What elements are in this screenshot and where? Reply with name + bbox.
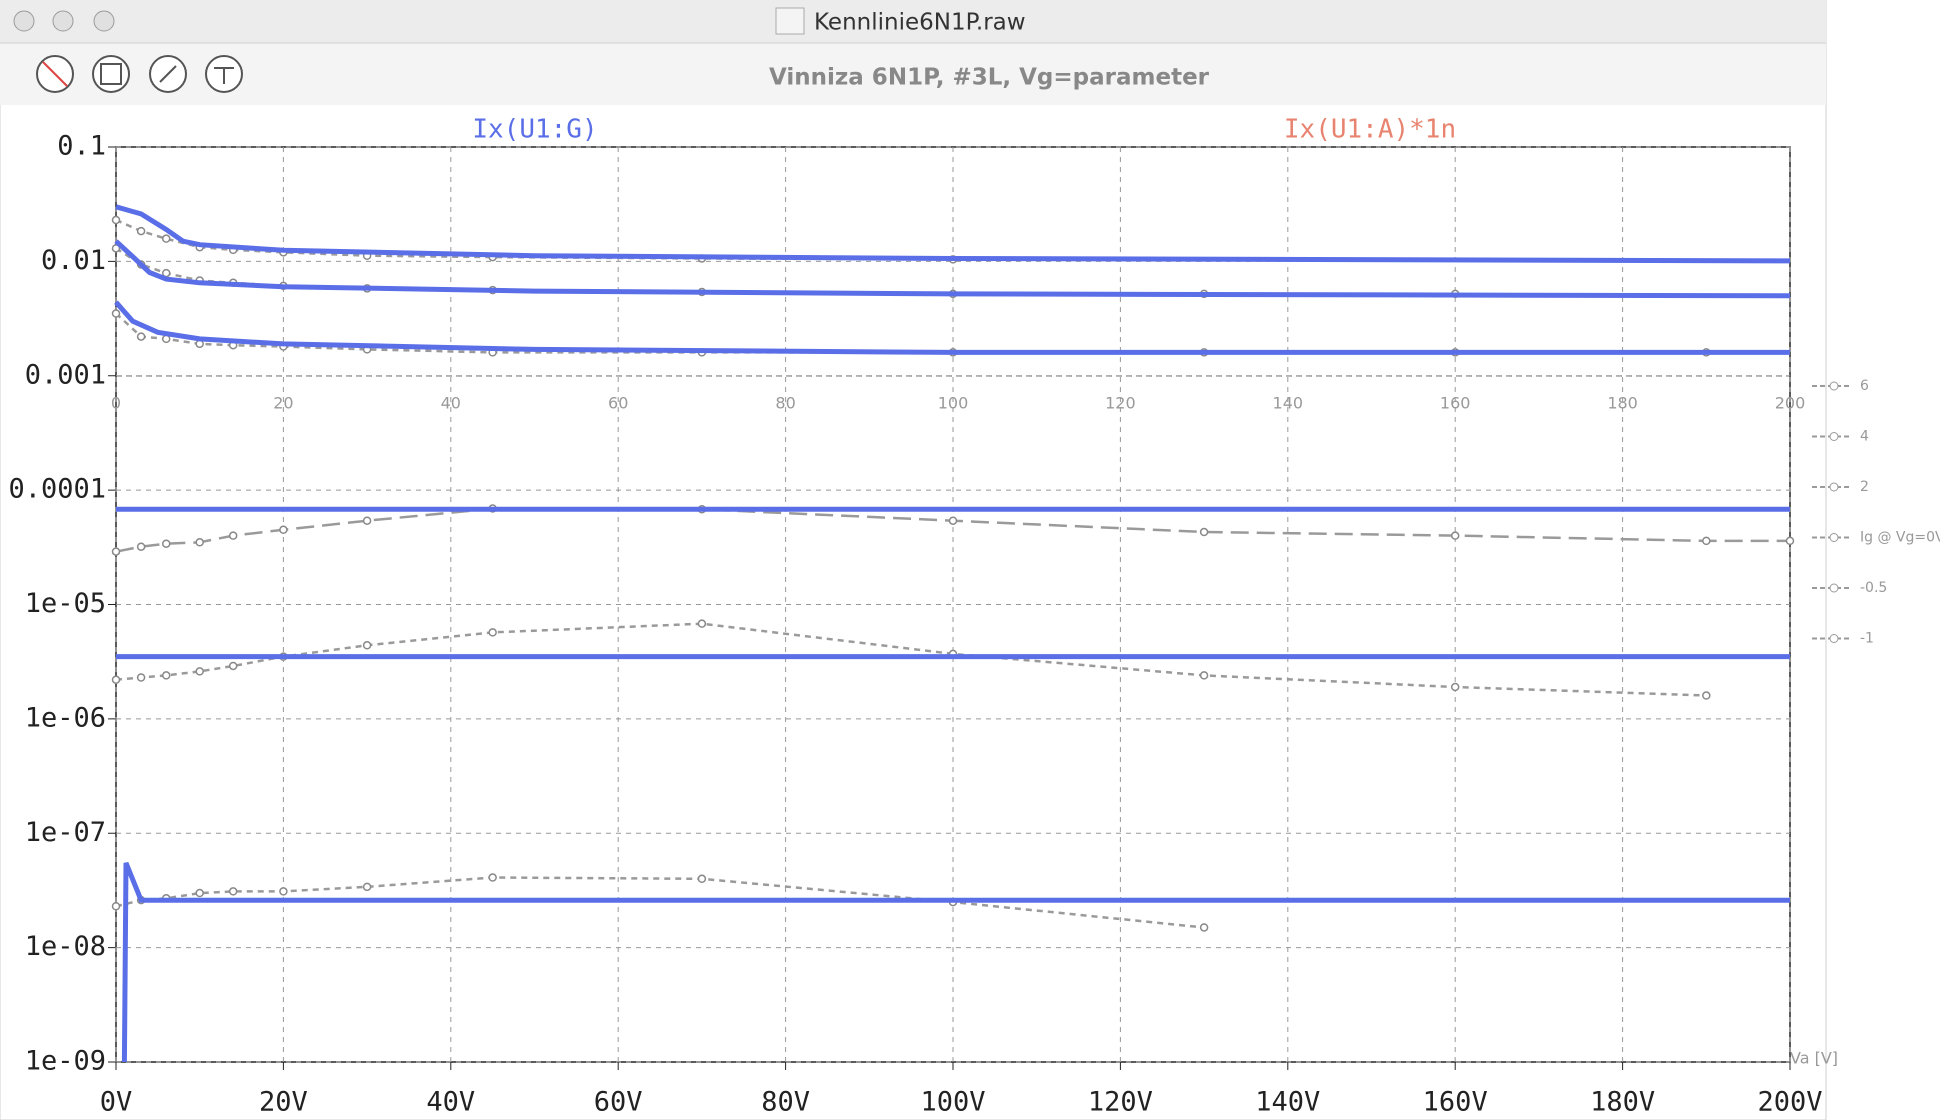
overlay-point bbox=[1199, 671, 1209, 680]
overlay-point bbox=[1450, 531, 1460, 540]
overlay-point bbox=[111, 215, 121, 225]
x-tick-label: 60V bbox=[594, 1087, 643, 1118]
overlay-point bbox=[279, 525, 288, 535]
file-icon bbox=[775, 7, 805, 35]
y-tick-label: 0.01 bbox=[41, 245, 106, 276]
overlay-point bbox=[111, 675, 121, 684]
window-title: Kennlinie6N1P.raw bbox=[814, 10, 1026, 36]
close-button[interactable] bbox=[13, 10, 35, 32]
overlay-point bbox=[1702, 536, 1711, 546]
overlay-point bbox=[488, 628, 497, 637]
zoom-fit-tool[interactable] bbox=[92, 55, 130, 93]
overlay-tick-label: 100 bbox=[938, 394, 969, 413]
overlay-point bbox=[228, 531, 238, 540]
minimize-button[interactable] bbox=[52, 10, 74, 32]
overlay-point bbox=[136, 226, 146, 236]
overlay-tick-label: 160 bbox=[1440, 394, 1471, 413]
overlay-legend-label: Ig @ Vg=0V bbox=[1860, 530, 1940, 546]
overlay-legend-marker bbox=[1829, 583, 1839, 593]
overlay-tick-label: 40 bbox=[441, 394, 461, 413]
overlay-legend-marker bbox=[1829, 482, 1839, 492]
overlay-tick-label: 20 bbox=[273, 394, 293, 413]
y-tick-label: 0.0001 bbox=[8, 474, 106, 505]
overlay-point bbox=[136, 673, 146, 682]
trace-label: Ix(U1:A)*1n bbox=[1284, 115, 1456, 145]
overlay-point bbox=[1199, 527, 1209, 537]
zoom-button[interactable] bbox=[93, 10, 115, 32]
y-tick-label: 0.001 bbox=[25, 359, 106, 390]
overlay-axis-label: Va [V] bbox=[1790, 1049, 1838, 1068]
overlay-legend-marker bbox=[1829, 533, 1839, 542]
overlay-point bbox=[111, 309, 121, 318]
overlay-tick-label: 0 bbox=[111, 394, 121, 413]
overlay-point bbox=[111, 902, 121, 911]
overlay-tick-label: 140 bbox=[1273, 394, 1304, 413]
x-tick-label: 40V bbox=[426, 1087, 475, 1118]
overlay-point bbox=[279, 887, 288, 896]
y-tick-label: 0.1 bbox=[57, 131, 106, 162]
overlay-point bbox=[136, 542, 146, 551]
overlay-legend-label: -0.5 bbox=[1860, 580, 1887, 596]
overlay-point bbox=[136, 332, 146, 341]
x-tick-label: 20V bbox=[259, 1087, 308, 1118]
overlay-legend-label: -1 bbox=[1860, 631, 1874, 647]
overlay-point bbox=[195, 888, 204, 898]
overlay-point bbox=[161, 539, 171, 548]
overlay-point bbox=[488, 873, 497, 882]
x-tick-label: 100V bbox=[920, 1087, 985, 1118]
overlay-point bbox=[697, 619, 707, 628]
overlay-point bbox=[1702, 691, 1711, 700]
overlay-tick-label: 120 bbox=[1105, 394, 1136, 413]
x-tick-label: 140V bbox=[1255, 1087, 1320, 1118]
overlay-point bbox=[195, 667, 204, 676]
title-bar bbox=[0, 0, 1826, 43]
overlay-point bbox=[161, 671, 171, 680]
overlay-legend-label: 4 bbox=[1860, 429, 1869, 445]
toolbar-buttons bbox=[36, 55, 243, 93]
overlay-point bbox=[228, 887, 238, 896]
overlay-point bbox=[161, 234, 171, 243]
x-tick-label: 160V bbox=[1423, 1087, 1488, 1118]
overlay-legend-marker bbox=[1829, 634, 1839, 643]
overlay-point bbox=[1785, 536, 1795, 546]
overlay-point bbox=[111, 547, 121, 556]
x-tick-label: 0V bbox=[100, 1087, 133, 1118]
overlay-legend-label: 6 bbox=[1860, 378, 1869, 394]
overlay-legend-label: 2 bbox=[1860, 479, 1869, 495]
overlay-tick-label: 80 bbox=[775, 394, 795, 413]
x-tick-label: 180V bbox=[1590, 1087, 1655, 1118]
overlay-point bbox=[362, 882, 372, 892]
overlay-point bbox=[1450, 682, 1460, 692]
y-tick-label: 1e-06 bbox=[25, 702, 106, 733]
trace bbox=[114, 204, 1791, 1063]
overlay-point bbox=[195, 538, 204, 547]
overlay-point bbox=[111, 244, 121, 253]
overlay-tick-label: 180 bbox=[1607, 394, 1638, 413]
y-tick-label: 1e-08 bbox=[25, 931, 106, 962]
window bbox=[0, 0, 1827, 1120]
overlay-point bbox=[228, 661, 238, 671]
overlay-curve bbox=[115, 507, 1790, 553]
y-tick-label: 1e-09 bbox=[25, 1046, 106, 1077]
x-tick-label: 120V bbox=[1088, 1087, 1153, 1118]
y-tick-label: 1e-07 bbox=[25, 817, 106, 848]
y-tick-label: 1e-05 bbox=[25, 588, 106, 619]
overlay-legend-marker bbox=[1829, 432, 1839, 441]
overlay-point bbox=[697, 874, 707, 884]
overlay-point bbox=[362, 641, 372, 650]
overlay-point bbox=[948, 516, 958, 525]
overlay-legend-marker bbox=[1829, 381, 1839, 391]
x-tick-label: 80V bbox=[761, 1087, 810, 1118]
overlay-point bbox=[1199, 923, 1209, 932]
plot-title: Vinniza 6N1P, #3L, Vg=parameter bbox=[769, 65, 1210, 91]
x-tick-label: 200V bbox=[1757, 1087, 1822, 1118]
overlay-tick-label: 200 bbox=[1775, 394, 1806, 413]
trace-label: Ix(U1:G) bbox=[472, 115, 597, 145]
toolbar bbox=[0, 43, 1826, 105]
overlay-point bbox=[362, 516, 372, 525]
overlay-tick-label: 60 bbox=[608, 394, 628, 413]
